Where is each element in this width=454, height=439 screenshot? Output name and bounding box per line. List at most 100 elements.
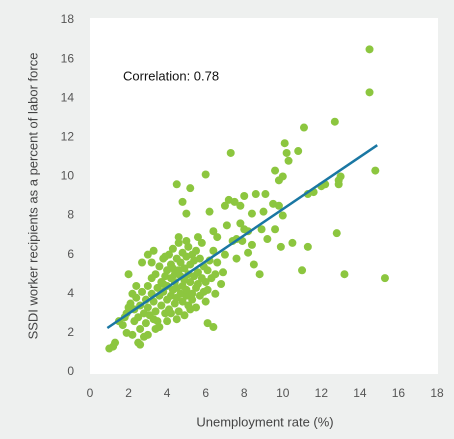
point	[261, 190, 270, 199]
point	[143, 330, 152, 339]
point	[186, 278, 195, 287]
point	[168, 244, 177, 253]
point	[284, 156, 293, 165]
point	[240, 192, 249, 200]
point	[209, 323, 218, 332]
point	[298, 266, 307, 275]
point	[182, 236, 191, 245]
point	[213, 258, 222, 267]
y-tick-label: 10	[61, 169, 75, 183]
point	[157, 301, 166, 310]
point	[371, 166, 380, 175]
point	[197, 238, 206, 247]
point	[130, 317, 139, 326]
point	[203, 285, 212, 294]
point	[174, 233, 183, 242]
y-tick-label: 8	[67, 208, 74, 222]
point	[163, 317, 172, 326]
x-tick-label: 4	[164, 386, 171, 400]
point	[159, 280, 168, 288]
point	[138, 258, 147, 267]
x-tick-label: 12	[315, 386, 329, 400]
point	[151, 270, 160, 279]
point	[222, 221, 231, 230]
point	[201, 278, 210, 287]
point	[143, 303, 152, 312]
point	[201, 170, 210, 179]
point	[149, 246, 158, 255]
point	[136, 324, 145, 333]
x-tick-label: 0	[87, 386, 94, 400]
point	[136, 340, 145, 349]
point	[192, 246, 201, 255]
point	[211, 289, 220, 298]
point	[276, 242, 285, 251]
point	[220, 201, 229, 210]
point	[271, 166, 280, 175]
point	[149, 315, 158, 324]
point	[303, 242, 312, 251]
point	[219, 268, 228, 277]
point	[161, 252, 170, 261]
point	[193, 280, 202, 288]
point	[251, 190, 260, 199]
y-tick-label: 16	[61, 51, 75, 65]
point	[380, 274, 389, 283]
point	[263, 235, 272, 244]
point	[180, 311, 189, 320]
point	[182, 209, 191, 218]
point	[211, 270, 220, 279]
point	[282, 148, 291, 157]
point	[147, 258, 156, 267]
trend-line	[106, 144, 378, 330]
point	[174, 238, 183, 247]
point	[269, 199, 278, 208]
x-tick-label: 16	[392, 386, 406, 400]
point	[278, 211, 287, 220]
point	[182, 285, 191, 294]
point	[247, 240, 256, 249]
point	[151, 307, 160, 316]
point	[274, 176, 283, 185]
point	[109, 342, 118, 351]
point	[213, 233, 222, 242]
point	[240, 225, 249, 234]
point	[128, 330, 137, 339]
x-tick-label: 6	[202, 386, 209, 400]
point	[244, 248, 253, 257]
point	[280, 139, 289, 148]
point	[124, 270, 133, 279]
point	[271, 225, 280, 234]
x-tick-label: 18	[430, 386, 444, 400]
point	[365, 88, 374, 97]
point	[193, 233, 202, 242]
point	[172, 180, 181, 189]
point	[188, 289, 197, 298]
point	[220, 250, 229, 259]
point	[209, 227, 218, 236]
point	[217, 280, 226, 288]
point	[168, 264, 177, 273]
point	[166, 309, 175, 318]
x-tick-label: 10	[276, 386, 290, 400]
point	[255, 270, 264, 279]
point	[247, 209, 256, 218]
point	[180, 264, 189, 273]
point	[330, 117, 339, 126]
point	[143, 281, 152, 290]
point	[188, 295, 197, 304]
point	[259, 207, 268, 216]
point	[203, 266, 212, 275]
annotation: Correlation: 0.78	[123, 68, 219, 83]
point	[294, 147, 303, 156]
point	[299, 123, 308, 132]
point	[195, 254, 204, 263]
y-tick-label: 18	[61, 12, 75, 26]
point	[132, 281, 141, 290]
point	[193, 268, 202, 277]
point	[176, 258, 185, 267]
point	[184, 301, 193, 310]
point	[334, 176, 343, 185]
point	[128, 289, 137, 298]
